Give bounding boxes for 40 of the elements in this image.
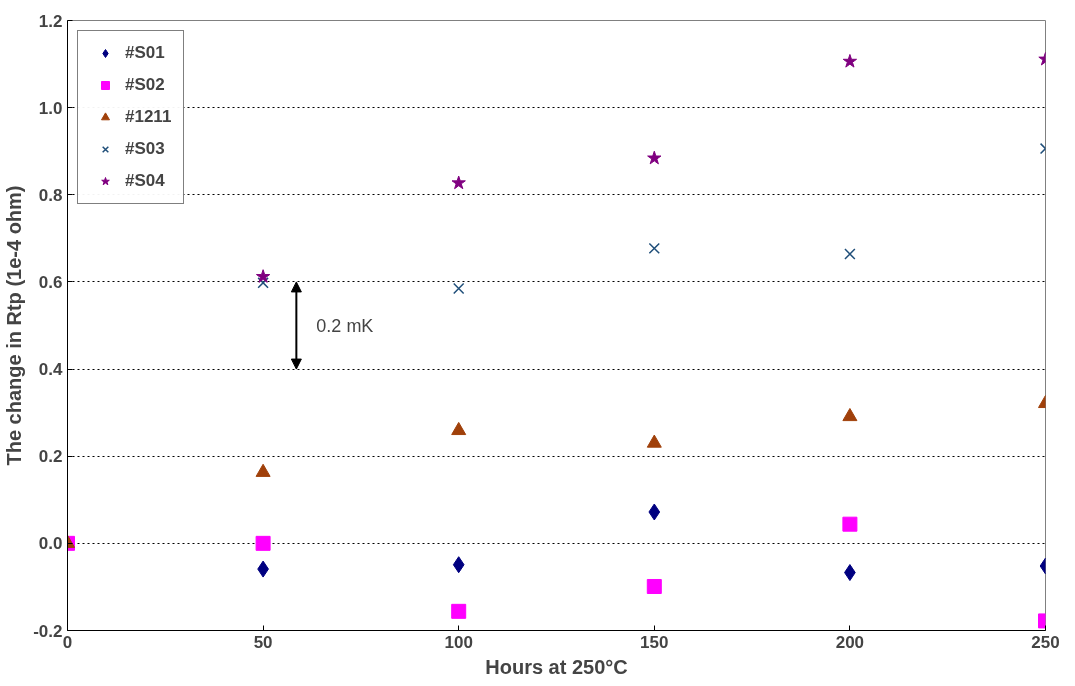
point bbox=[648, 242, 660, 255]
point bbox=[257, 277, 269, 289]
x-tick-label: 250 bbox=[1031, 632, 1060, 652]
x-axis-title: Hours at 250°C bbox=[485, 655, 628, 678]
y-tick-label: -0.2 bbox=[33, 621, 63, 641]
y-axis-title: The change in Rtp (1e-4 ohm) bbox=[3, 185, 26, 466]
y-tick-label: 1.0 bbox=[38, 98, 63, 118]
y-tick-label: 0.4 bbox=[38, 360, 64, 380]
point bbox=[255, 463, 271, 477]
legend-label: #S04 bbox=[125, 171, 165, 191]
point bbox=[842, 516, 858, 532]
point bbox=[255, 269, 271, 283]
point bbox=[451, 175, 466, 190]
x-tick-label: 50 bbox=[253, 632, 273, 652]
x-tick-label: 100 bbox=[444, 632, 473, 652]
point bbox=[451, 421, 467, 436]
x-tick-label: 0 bbox=[62, 632, 73, 652]
legend-label: #S03 bbox=[125, 139, 165, 159]
y-tick-label: 0.8 bbox=[38, 185, 63, 205]
y-tick-label: 1.2 bbox=[38, 11, 63, 31]
legend-label: #S01 bbox=[125, 43, 165, 63]
point bbox=[842, 53, 858, 68]
annotation: 0.2 mK bbox=[316, 315, 374, 336]
point bbox=[647, 150, 662, 165]
point bbox=[844, 248, 856, 260]
point bbox=[453, 282, 465, 295]
legend-label: #1211 bbox=[125, 107, 172, 127]
point bbox=[646, 578, 662, 594]
point bbox=[451, 603, 467, 619]
legend-label: #S02 bbox=[125, 75, 165, 95]
x-tick-label: 150 bbox=[640, 632, 669, 652]
x-tick-label: 200 bbox=[835, 632, 865, 652]
y-tick-label: 0.0 bbox=[38, 534, 63, 554]
point bbox=[255, 535, 271, 551]
y-tick-label: 0.2 bbox=[38, 447, 63, 467]
y-tick-label: 0.6 bbox=[38, 272, 63, 292]
point bbox=[452, 556, 465, 574]
point bbox=[648, 503, 661, 521]
point bbox=[646, 434, 662, 448]
point bbox=[842, 407, 858, 422]
